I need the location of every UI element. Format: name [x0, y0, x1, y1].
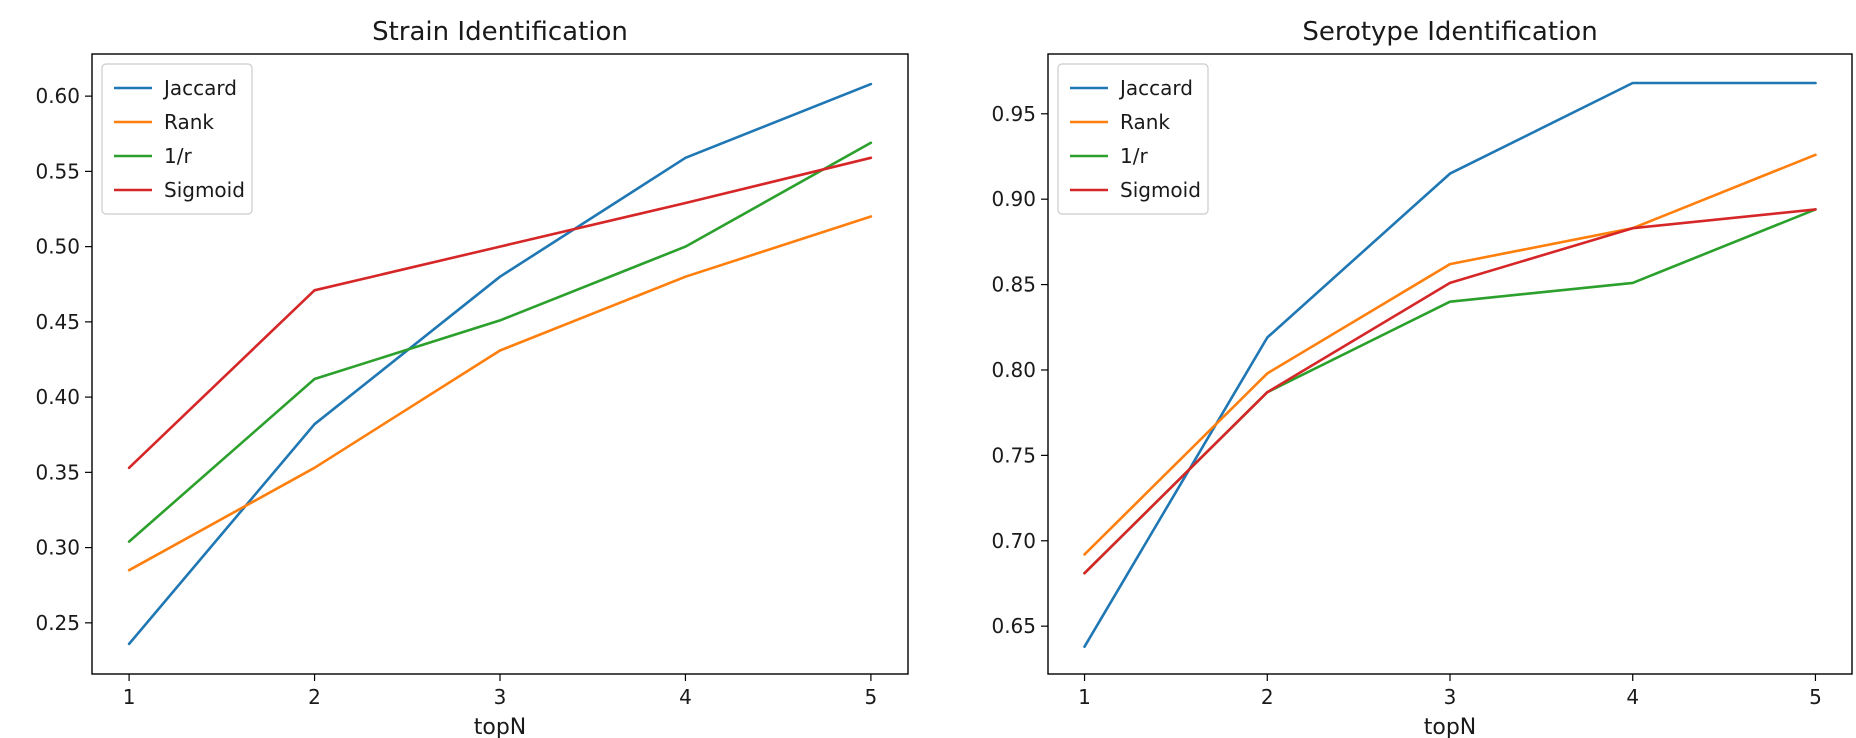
chart2-ytick-label: 0.95 [991, 102, 1036, 126]
chart1-ytick-label: 0.30 [35, 536, 80, 560]
chart1-series-1-r-line [127, 141, 873, 543]
chart1-legend-label: Jaccard [162, 76, 237, 100]
chart2-series-rank-line [1083, 153, 1817, 556]
chart1-ytick-label: 0.60 [35, 84, 80, 108]
chart2-xlabel: topN [1424, 715, 1477, 738]
chart1-legend-label: 1/r [164, 144, 192, 168]
chart2-xtick-label: 4 [1626, 685, 1639, 709]
chart2-ytick-label: 0.80 [991, 358, 1036, 382]
chart1-series-sigmoid-line [127, 156, 873, 470]
chart2-xtick-label: 2 [1261, 685, 1274, 709]
chart1-xtick-label: 5 [865, 685, 878, 709]
chart1-series-jaccard-line [127, 82, 873, 646]
chart2-legend-label: Sigmoid [1120, 178, 1201, 202]
chart1-legend-box [101, 63, 253, 215]
chart1-legend-label: Rank [164, 110, 214, 134]
chart2-ytick-label: 0.70 [991, 529, 1036, 553]
chart2-title: Serotype Identification [1302, 17, 1597, 47]
chart2-series-sigmoid-line [1083, 208, 1817, 575]
chart1-ytick-label: 0.45 [35, 310, 80, 334]
chart2: Serotype Identification 1 2 3 4 5 0.65 0.70 0.75… [991, 17, 1853, 738]
chart2-legend-label: Rank [1120, 110, 1170, 134]
chart2-xtick-label: 3 [1444, 685, 1457, 709]
chart2-legend-label: 1/r [1120, 144, 1148, 168]
chart2-ytick-label: 0.65 [991, 614, 1036, 638]
chart2-ytick-label: 0.75 [991, 443, 1036, 467]
chart2-legend-box [1057, 63, 1209, 215]
chart1-xtick-label: 4 [679, 685, 692, 709]
chart2-frame [1047, 53, 1853, 675]
chart1-ytick-label: 0.50 [35, 235, 80, 259]
chart1-ytick-label: 0.55 [35, 159, 80, 183]
chart1-legend-label: Sigmoid [164, 178, 245, 202]
chart2-ytick-label: 0.90 [991, 187, 1036, 211]
chart1: Strain Identification 1 2 3 4 5 0.25 0.30 0.35 0.… [35, 17, 909, 738]
chart1-xlabel: topN [474, 715, 527, 738]
chart2-xtick-label: 1 [1078, 685, 1091, 709]
chart1-xtick-label: 3 [494, 685, 507, 709]
chart2-ytick-label: 0.85 [991, 273, 1036, 297]
chart2-series-jaccard-line [1083, 81, 1817, 649]
chart1-ytick-label: 0.25 [35, 611, 80, 635]
chart1-legend: Jaccard Rank 1/r Sigmoid [101, 63, 253, 215]
chart2-legend: Jaccard Rank 1/r Sigmoid [1057, 63, 1209, 215]
chart1-frame [91, 53, 909, 675]
chart1-series-rank-line [127, 215, 873, 572]
chart1-ytick-label: 0.35 [35, 460, 80, 484]
chart1-xtick-label: 2 [308, 685, 321, 709]
chart2-legend-label: Jaccard [1118, 76, 1193, 100]
chart1-xtick-label: 1 [123, 685, 136, 709]
chart2-xtick-label: 5 [1809, 685, 1822, 709]
chart1-ytick-label: 0.40 [35, 385, 80, 409]
chart1-title: Strain Identification [372, 17, 628, 47]
